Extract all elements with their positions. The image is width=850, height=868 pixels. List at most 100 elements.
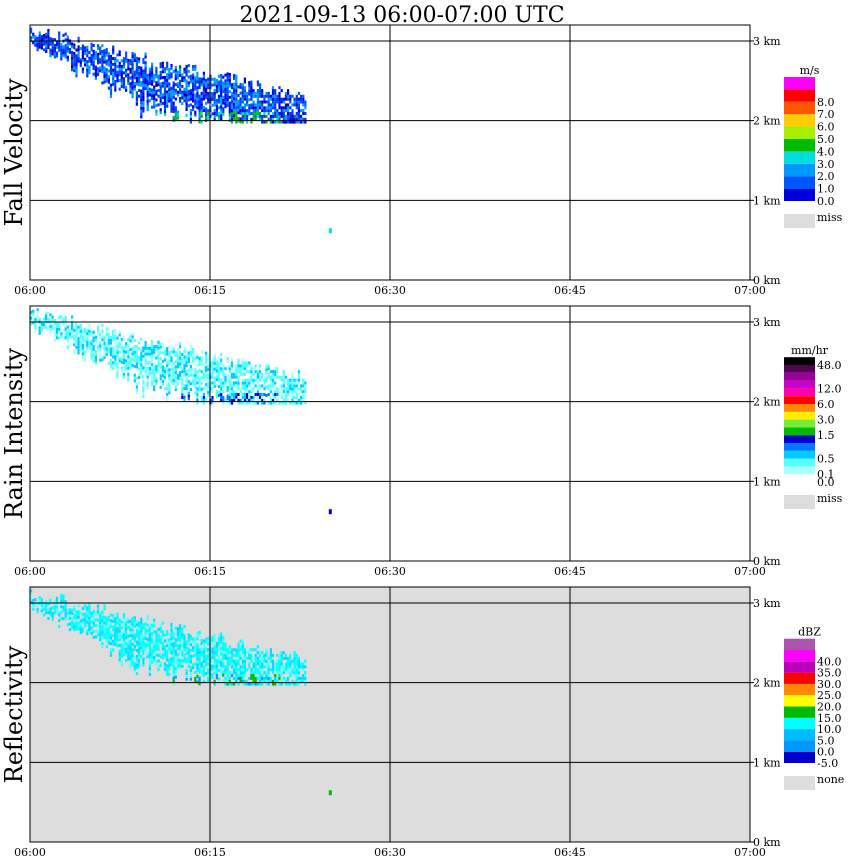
echo-cell xyxy=(101,627,104,631)
echo-cell xyxy=(259,671,262,675)
echo-cell xyxy=(60,332,63,336)
echo-cell xyxy=(222,636,225,640)
echo-cell xyxy=(153,388,156,392)
echo-cell xyxy=(51,43,54,47)
echo-cell xyxy=(55,596,59,600)
echo-cell xyxy=(135,376,138,380)
echo-cell xyxy=(172,673,175,677)
echo-cell xyxy=(246,370,249,374)
echo-cell xyxy=(181,644,184,648)
echo-cell xyxy=(75,334,78,338)
echo-cell xyxy=(97,328,100,332)
echo-cell xyxy=(211,77,214,81)
figure-title: 2021-09-13 06:00-07:00 UTC xyxy=(239,3,564,28)
echo-cell xyxy=(60,326,63,330)
echo-cell xyxy=(148,650,151,653)
echo-cell xyxy=(146,102,149,106)
echo-cell xyxy=(101,610,104,614)
echo-cell xyxy=(66,41,69,45)
echo-cell xyxy=(196,89,199,93)
echo-cell xyxy=(271,668,275,672)
echo-cell xyxy=(237,662,240,666)
echo-cell xyxy=(287,114,290,118)
echo-cell xyxy=(217,637,221,641)
echo-cell xyxy=(84,46,87,50)
echo-cell xyxy=(135,663,138,667)
echo-cell xyxy=(222,653,225,657)
echo-cell xyxy=(220,390,223,394)
echo-cell xyxy=(114,619,117,623)
echo-cell xyxy=(189,77,192,81)
echo-cell xyxy=(161,81,164,85)
echo-cell xyxy=(237,378,240,382)
echo-cell xyxy=(138,373,141,377)
echo-cell xyxy=(220,111,223,115)
echo-cell xyxy=(192,382,195,386)
echo-cell xyxy=(280,653,283,657)
echo-cell xyxy=(101,621,104,625)
echo-cell xyxy=(295,679,298,683)
echo-cell xyxy=(274,91,277,95)
echo-cell xyxy=(198,682,201,686)
echo-cell xyxy=(228,378,231,382)
echo-cell xyxy=(189,677,192,681)
echo-cell xyxy=(161,371,164,375)
echo-cell xyxy=(94,51,97,55)
echo-cell xyxy=(183,366,186,370)
echo-cell xyxy=(51,52,54,56)
echo-cell xyxy=(142,369,145,373)
echo-cell xyxy=(75,625,78,628)
echo-cell xyxy=(36,316,39,320)
echo-cell xyxy=(90,48,93,52)
echo-cell xyxy=(142,352,145,355)
echo-cell xyxy=(170,367,173,371)
echo-cell xyxy=(276,679,279,683)
echo-cell xyxy=(295,120,298,124)
echo-cell xyxy=(79,61,82,65)
echo-cell xyxy=(287,659,290,663)
echo-cell xyxy=(222,395,225,399)
echo-cell xyxy=(293,384,296,388)
legend-label: 0.0 xyxy=(817,476,835,489)
echo-cell xyxy=(289,381,292,385)
echo-cell xyxy=(200,641,203,645)
echo-cell xyxy=(120,652,123,656)
panel-reflectivity: 06:00 06:15 06:30 06:45 07:000 km1 km2 km3 k… xyxy=(0,586,844,859)
echo-cell xyxy=(271,370,275,374)
echo-cell xyxy=(146,375,149,379)
echo-cell xyxy=(211,636,214,639)
echo-cell xyxy=(97,633,100,637)
echo-cell xyxy=(99,347,102,351)
echo-cell xyxy=(246,387,249,391)
echo-cell xyxy=(138,355,141,359)
echo-cell xyxy=(198,670,201,674)
echo-cell xyxy=(241,109,244,113)
echo-cell xyxy=(192,348,195,351)
echo-cell xyxy=(230,671,234,675)
echo-cell xyxy=(233,99,236,103)
echo-cell xyxy=(144,631,147,634)
echo-cell xyxy=(94,624,97,627)
echo-cell xyxy=(235,91,238,95)
echo-cell xyxy=(131,69,134,73)
echo-cell xyxy=(215,81,218,85)
echo-cell xyxy=(230,395,234,399)
echo-cell xyxy=(140,352,143,355)
echo-cell xyxy=(170,104,173,108)
echo-cell xyxy=(73,622,76,626)
echo-cell xyxy=(241,120,244,124)
echo-cell xyxy=(179,627,182,631)
echo-cell xyxy=(73,46,76,50)
legend-label: 30.0 xyxy=(817,678,842,691)
echo-cell xyxy=(282,378,285,382)
echo-cell xyxy=(302,97,305,101)
echo-cell xyxy=(174,379,177,383)
echo-cell xyxy=(176,110,180,114)
echo-cell xyxy=(64,611,67,615)
echo-cell xyxy=(196,100,199,104)
x-tick-label: 07:00 xyxy=(734,846,766,859)
echo-cell xyxy=(40,35,43,39)
echo-cell xyxy=(142,652,145,655)
echo-cell xyxy=(90,57,93,60)
echo-cell xyxy=(112,329,115,333)
